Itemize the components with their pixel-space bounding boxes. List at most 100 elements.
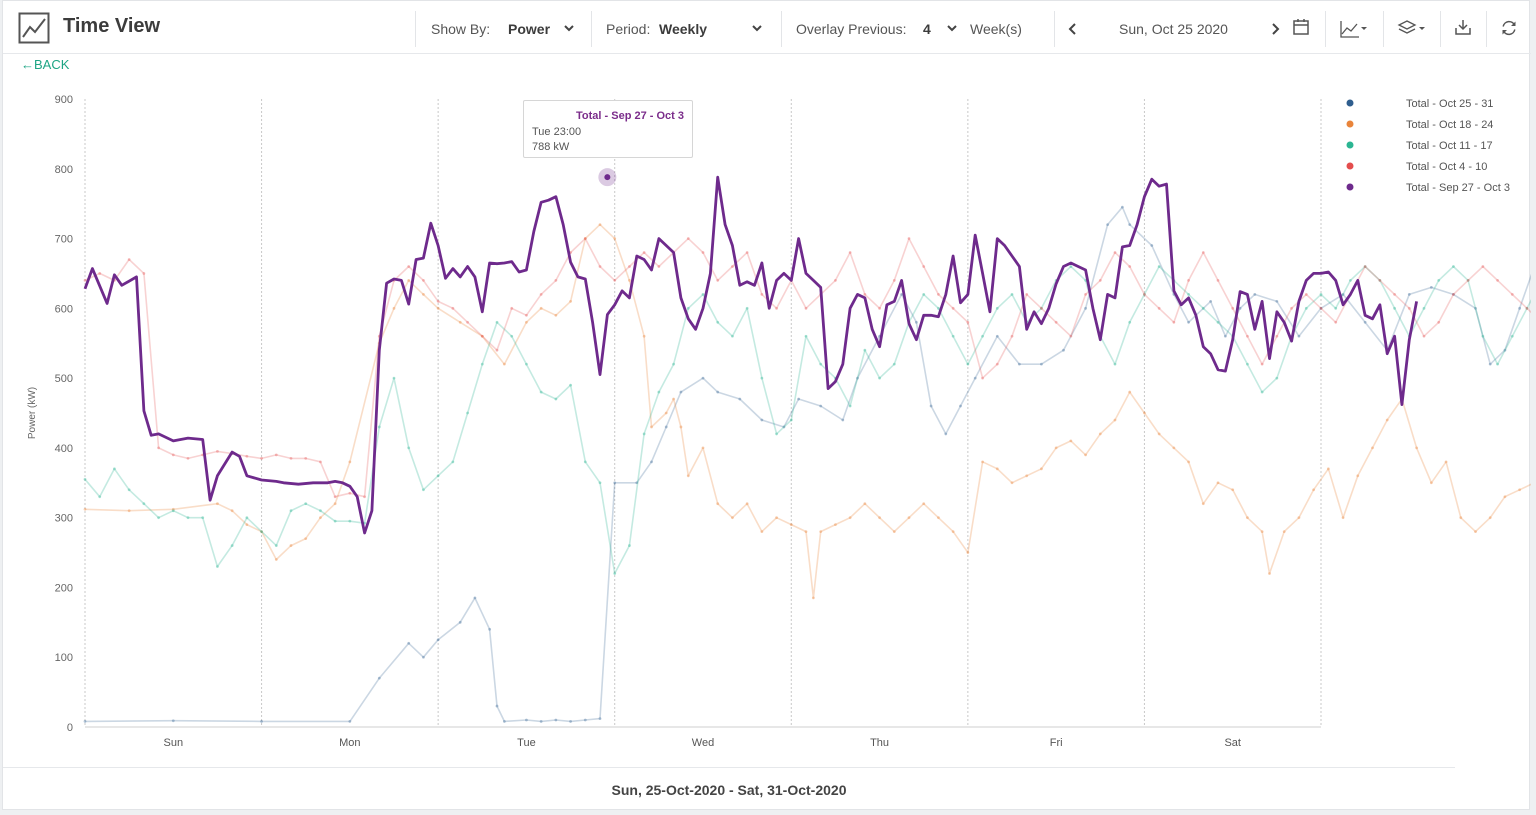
date-range-text: Sun, 25-Oct-2020 - Sat, 31-Oct-2020 bbox=[611, 782, 847, 798]
series-point bbox=[525, 320, 528, 324]
series-point bbox=[760, 418, 764, 422]
series-point bbox=[1098, 279, 1102, 282]
series-point bbox=[819, 404, 823, 408]
y-tick-label: 600 bbox=[55, 303, 73, 315]
series-point bbox=[488, 627, 492, 631]
series-point bbox=[664, 411, 668, 415]
series-point bbox=[1452, 292, 1455, 296]
series-point bbox=[1371, 446, 1374, 450]
y-tick-label: 200 bbox=[55, 582, 73, 594]
download-icon[interactable] bbox=[1454, 18, 1472, 36]
series-point bbox=[1503, 348, 1507, 352]
series-point bbox=[1157, 265, 1161, 268]
date-display[interactable]: Sun, Oct 25 2020 bbox=[1119, 21, 1228, 37]
calendar-icon[interactable] bbox=[1292, 18, 1310, 36]
chevron-left-icon[interactable] bbox=[1067, 21, 1079, 37]
series-point bbox=[1378, 279, 1382, 282]
overlay-unit: Week(s) bbox=[970, 21, 1022, 37]
series-point bbox=[1393, 306, 1396, 310]
series-point bbox=[1150, 244, 1154, 247]
series-point bbox=[745, 502, 749, 506]
series-point bbox=[422, 655, 425, 659]
legend-label: Total - Oct 25 - 31 bbox=[1406, 98, 1493, 110]
series-point bbox=[201, 516, 205, 520]
series-point bbox=[1363, 265, 1367, 268]
layers-icon[interactable] bbox=[1397, 19, 1427, 39]
series-point bbox=[1474, 530, 1477, 534]
series-point bbox=[892, 279, 896, 282]
series-point bbox=[819, 530, 823, 534]
series-point bbox=[1010, 292, 1014, 296]
series-point bbox=[650, 460, 653, 464]
legend-marker bbox=[1346, 183, 1354, 191]
series-point bbox=[745, 306, 749, 310]
series-point bbox=[848, 516, 852, 520]
series-point bbox=[1106, 223, 1110, 227]
series-point bbox=[834, 279, 837, 282]
series-point bbox=[510, 334, 514, 338]
series-point bbox=[731, 334, 734, 338]
series-point bbox=[1187, 320, 1190, 324]
series-point bbox=[539, 292, 543, 296]
series-point bbox=[635, 481, 639, 485]
series-point bbox=[422, 292, 425, 296]
chart-type-icon[interactable] bbox=[1339, 19, 1369, 39]
series-point bbox=[1466, 279, 1470, 282]
chevron-down-icon[interactable] bbox=[751, 23, 763, 33]
series-point bbox=[245, 454, 249, 458]
series-point bbox=[1172, 446, 1176, 450]
series-point bbox=[804, 334, 808, 338]
series-point bbox=[83, 477, 87, 481]
series-point bbox=[760, 530, 764, 534]
back-link[interactable]: ←BACK bbox=[21, 57, 70, 72]
series-point bbox=[539, 306, 543, 310]
series-point bbox=[583, 237, 587, 240]
show-by-select[interactable]: Power bbox=[508, 21, 551, 37]
series-point bbox=[171, 507, 175, 511]
period-select[interactable]: Weekly bbox=[659, 21, 707, 37]
refresh-icon[interactable] bbox=[1500, 19, 1518, 37]
series-point bbox=[914, 320, 918, 324]
series-point bbox=[1481, 334, 1485, 338]
series-point bbox=[583, 460, 587, 464]
y-tick-label: 0 bbox=[67, 722, 73, 734]
series-point bbox=[856, 376, 859, 380]
series-point bbox=[1510, 334, 1514, 338]
x-tick-label: Sun bbox=[163, 737, 183, 749]
series-point bbox=[1518, 488, 1522, 492]
chevron-down-icon[interactable] bbox=[563, 23, 575, 33]
series-point bbox=[966, 362, 970, 366]
series-point bbox=[1010, 334, 1014, 338]
series-point bbox=[171, 509, 175, 513]
divider bbox=[591, 11, 592, 47]
series-point bbox=[1040, 362, 1043, 366]
series-point bbox=[613, 481, 617, 485]
chevron-down-icon[interactable] bbox=[946, 23, 958, 33]
series-point bbox=[407, 279, 411, 282]
series-point bbox=[1040, 306, 1043, 310]
series-point bbox=[789, 418, 793, 422]
series-point bbox=[407, 446, 411, 450]
series-point bbox=[745, 251, 749, 254]
series-point bbox=[1025, 474, 1029, 478]
series-point bbox=[1201, 502, 1205, 506]
series-point bbox=[1422, 334, 1426, 338]
series-point bbox=[1474, 306, 1477, 310]
series-point bbox=[569, 720, 572, 723]
series-point bbox=[348, 460, 352, 464]
series-point bbox=[1069, 334, 1073, 338]
series-point bbox=[1304, 306, 1308, 310]
series-point bbox=[1069, 265, 1073, 268]
series-point bbox=[1282, 530, 1286, 534]
overlay-select[interactable]: 4 bbox=[923, 21, 931, 37]
series-point bbox=[407, 641, 411, 645]
chevron-right-icon[interactable] bbox=[1269, 21, 1281, 37]
y-tick-label: 400 bbox=[55, 443, 73, 455]
series-point bbox=[1143, 411, 1146, 415]
series-point bbox=[392, 376, 396, 380]
series-point bbox=[495, 704, 499, 708]
series-point bbox=[1319, 306, 1323, 310]
series-point bbox=[598, 481, 602, 485]
tooltip-value: 788 kW bbox=[532, 141, 570, 153]
series-point bbox=[510, 306, 514, 310]
